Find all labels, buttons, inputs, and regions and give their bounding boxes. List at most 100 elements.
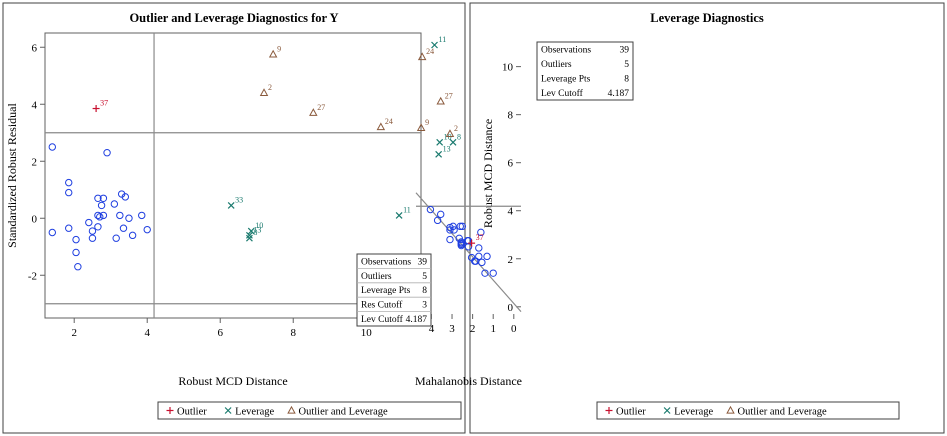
- y-axis-label: Robust MCD Distance: [481, 119, 495, 228]
- stats-box: [356, 253, 432, 327]
- point-label: 2: [268, 83, 272, 92]
- data-point-outlier: [468, 239, 476, 247]
- data-point-leverage: [431, 41, 438, 49]
- data-point-normal: [446, 235, 454, 244]
- data-point-normal: [99, 211, 108, 220]
- data-point-normal: [450, 226, 458, 234]
- point-label: 11: [439, 35, 447, 44]
- data-point-normal: [65, 178, 73, 187]
- data-point-normal: [138, 211, 146, 220]
- y-tick-label: 10: [502, 62, 514, 74]
- stats-table: Observations 39 Outliers 5 Leverage Pts 8 Res …: [356, 253, 432, 327]
- legend-entry: Outlier: [616, 407, 646, 418]
- point-label: 2: [454, 124, 458, 133]
- x-tick-label: 0: [511, 323, 517, 335]
- data-point-normal: [119, 224, 128, 232]
- data-point-outlier-and-leverage: [309, 108, 318, 116]
- data-point-normal: [143, 225, 151, 234]
- y-tick-label: 6: [32, 42, 38, 54]
- x-tick-label: 2: [71, 327, 77, 339]
- data-point-leverage: [227, 202, 235, 209]
- stats-label: Leverage Pts: [541, 75, 591, 85]
- data-point-normal: [74, 263, 82, 271]
- x-tick-label: 4: [144, 327, 150, 339]
- stats-label: Outliers: [361, 272, 392, 282]
- legend-box: [157, 401, 462, 420]
- y-tick-label: 4: [508, 206, 514, 218]
- x-axis-label: Robust MCD Distance: [178, 374, 287, 388]
- x-tick-label: 4: [429, 323, 435, 335]
- legend-entry: Leverage: [674, 407, 713, 418]
- data-point-normal: [121, 193, 130, 201]
- data-point-normal: [72, 248, 80, 257]
- point-label: 27: [445, 91, 453, 100]
- data-point-normal: [99, 194, 108, 203]
- y-tick-label: 0: [32, 213, 38, 225]
- data-point-normal: [456, 222, 464, 231]
- stats-label: Observations: [361, 257, 411, 267]
- data-point-normal: [446, 223, 454, 232]
- data-point-leverage: [246, 234, 253, 242]
- point-label: 9: [277, 44, 281, 53]
- data-point-normal: [437, 210, 445, 219]
- data-point-leverage: [395, 211, 403, 219]
- y-axis-label: Standardized Robust Residual: [5, 103, 19, 248]
- stats-value: 5: [624, 60, 629, 70]
- point-label: 24: [385, 117, 393, 126]
- data-point-leverage: [435, 150, 443, 158]
- x-tick-label: 2: [470, 323, 476, 335]
- point-label: 37: [476, 233, 484, 242]
- data-point-normal: [125, 214, 133, 222]
- data-point-normal: [65, 188, 73, 197]
- legend-marker: [287, 405, 296, 414]
- x-tick-label: 8: [290, 327, 296, 339]
- point-label: 10: [255, 221, 263, 230]
- stats-value: 3: [422, 301, 427, 311]
- point-label: 13: [443, 144, 451, 153]
- stats-label: Outliers: [541, 60, 572, 70]
- data-point-normal: [458, 222, 467, 231]
- legend-entry: Outlier: [177, 407, 207, 418]
- y-tick-label: 2: [32, 156, 38, 168]
- data-point-normal: [110, 200, 119, 208]
- legend: Outlier Leverage Outlier and Leverage: [157, 401, 462, 420]
- data-point-normal: [48, 228, 57, 237]
- data-point-leverage: [246, 231, 253, 239]
- legend-entry: Leverage: [235, 407, 274, 418]
- stats-value: 5: [422, 272, 427, 282]
- legend: Outlier Leverage Outlier and Leverage: [596, 401, 900, 420]
- data-point-normal: [483, 252, 491, 261]
- legend-marker: [726, 405, 735, 414]
- data-point-normal: [96, 213, 104, 221]
- point-label: 33: [235, 195, 243, 204]
- data-point-outlier: [92, 105, 100, 113]
- stats-value: 4.187: [406, 315, 428, 325]
- data-point-normal: [446, 226, 454, 234]
- data-point-normal: [103, 149, 111, 157]
- data-point-normal: [457, 241, 465, 250]
- chart-title: Leverage Diagnostics: [650, 11, 764, 25]
- data-point-outlier-and-leverage: [259, 88, 269, 96]
- stats-value: 39: [418, 257, 428, 267]
- data-point-leverage: [247, 227, 255, 235]
- point-label: 24: [426, 47, 434, 56]
- legend-marker: [605, 407, 613, 414]
- x-tick-label: 6: [217, 327, 223, 339]
- data-point-normal: [475, 244, 483, 252]
- data-point-normal: [467, 253, 476, 262]
- data-point-outlier-and-leverage: [416, 123, 426, 131]
- stats-box: [536, 41, 634, 101]
- point-label: 11: [403, 205, 411, 214]
- legend-marker: [224, 407, 232, 414]
- point-label: 27: [317, 103, 325, 112]
- point-label: 37: [100, 99, 108, 108]
- stats-label: Lev Cutoff: [541, 88, 584, 99]
- data-point-normal: [94, 223, 102, 231]
- x-axis-label: Mahalanobis Distance: [415, 374, 522, 388]
- y-tick-label: 4: [32, 99, 38, 111]
- stats-label: Lev Cutoff: [361, 314, 404, 325]
- y-tick-label: 6: [508, 158, 514, 170]
- y-tick-label: -2: [28, 270, 37, 282]
- data-point-normal: [128, 231, 137, 240]
